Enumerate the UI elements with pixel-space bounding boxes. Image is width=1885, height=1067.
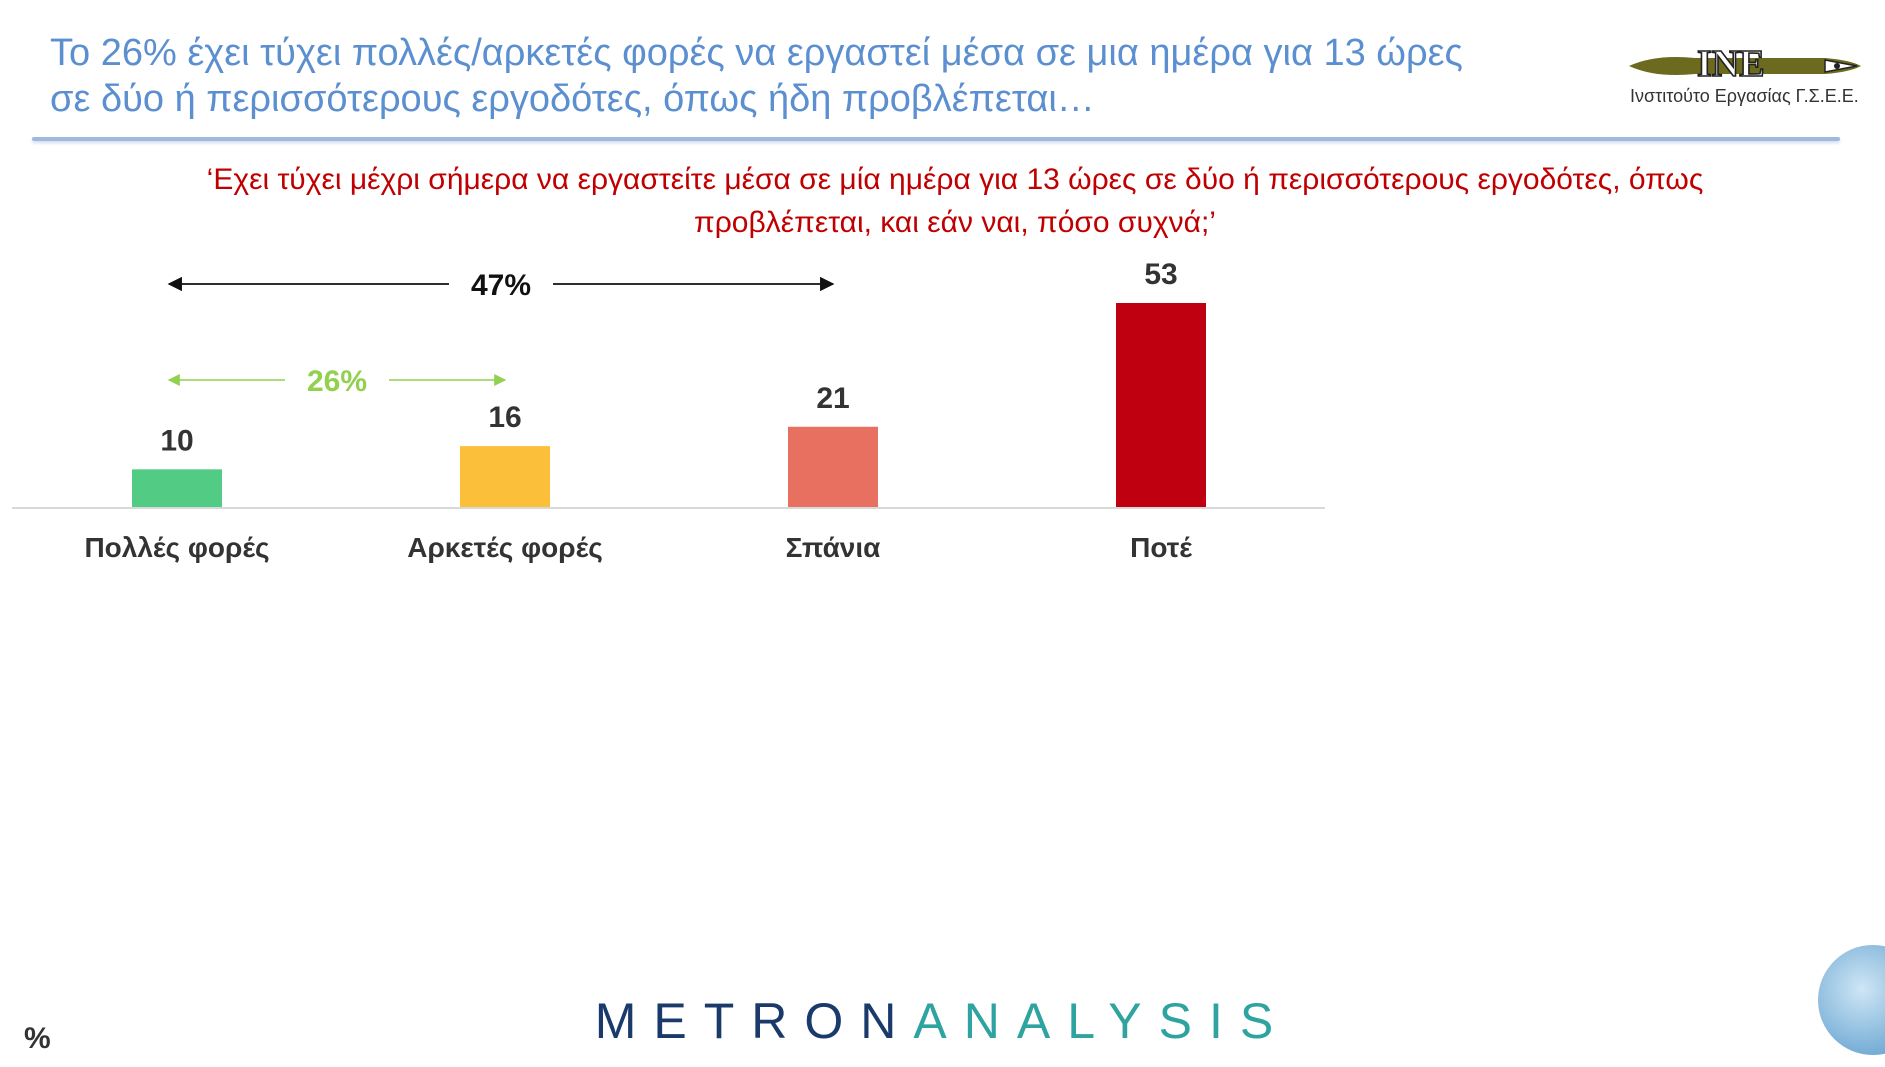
logo-text: INE (1697, 44, 1765, 85)
brand-part-1: METRON (594, 993, 914, 1049)
title-line-1: Το 26% έχει τύχει πολλές/αρκετές φορές ν… (50, 32, 1463, 74)
category-label-1: Πολλές φορές (84, 532, 269, 563)
bracket-label-2: 26% (307, 365, 367, 398)
bar-4 (1116, 303, 1206, 508)
metron-analysis-logo: METRONANALYSIS (0, 992, 1885, 1050)
logo-caption: Ινστιτούτο Εργασίας Γ.Σ.Ε.Ε. (1630, 86, 1859, 106)
category-label-4: Ποτέ (1130, 532, 1192, 563)
title-line-2: σε δύο ή περισσότερους εργοδότες, όπως ή… (50, 78, 1095, 120)
value-label-4: 53 (1144, 258, 1177, 291)
survey-question: ‘Εχει τύχει μέχρι σήμερα να εργαστείτε μ… (110, 158, 1800, 244)
bar-1 (132, 469, 222, 508)
title-divider (32, 137, 1840, 141)
ine-logo: INE (1629, 44, 1861, 86)
value-label-3: 21 (816, 382, 849, 415)
brand-part-2: ANALYSIS (913, 993, 1291, 1049)
bar-chart: 10 Πολλές φορές 16 Αρκετές φορές 21 Σπάνια 53 Π… (12, 258, 1325, 563)
unit-label: % (24, 1022, 51, 1055)
value-label-2: 16 (488, 401, 521, 434)
category-label-3: Σπάνια (786, 532, 881, 563)
category-label-2: Αρκετές φορές (407, 532, 603, 563)
value-label-1: 10 (160, 424, 193, 457)
bar-2 (460, 446, 550, 508)
question-line-2: προβλέπεται, και εάν ναι, πόσο συχνά;’ (694, 206, 1216, 239)
bar-3 (788, 426, 878, 508)
slide-title: Το 26% έχει τύχει πολλές/αρκετές φορές ν… (50, 30, 1590, 122)
bracket-label-1: 47% (471, 269, 531, 302)
question-line-1: ‘Εχει τύχει μέχρι σήμερα να εργαστείτε μ… (206, 163, 1704, 196)
